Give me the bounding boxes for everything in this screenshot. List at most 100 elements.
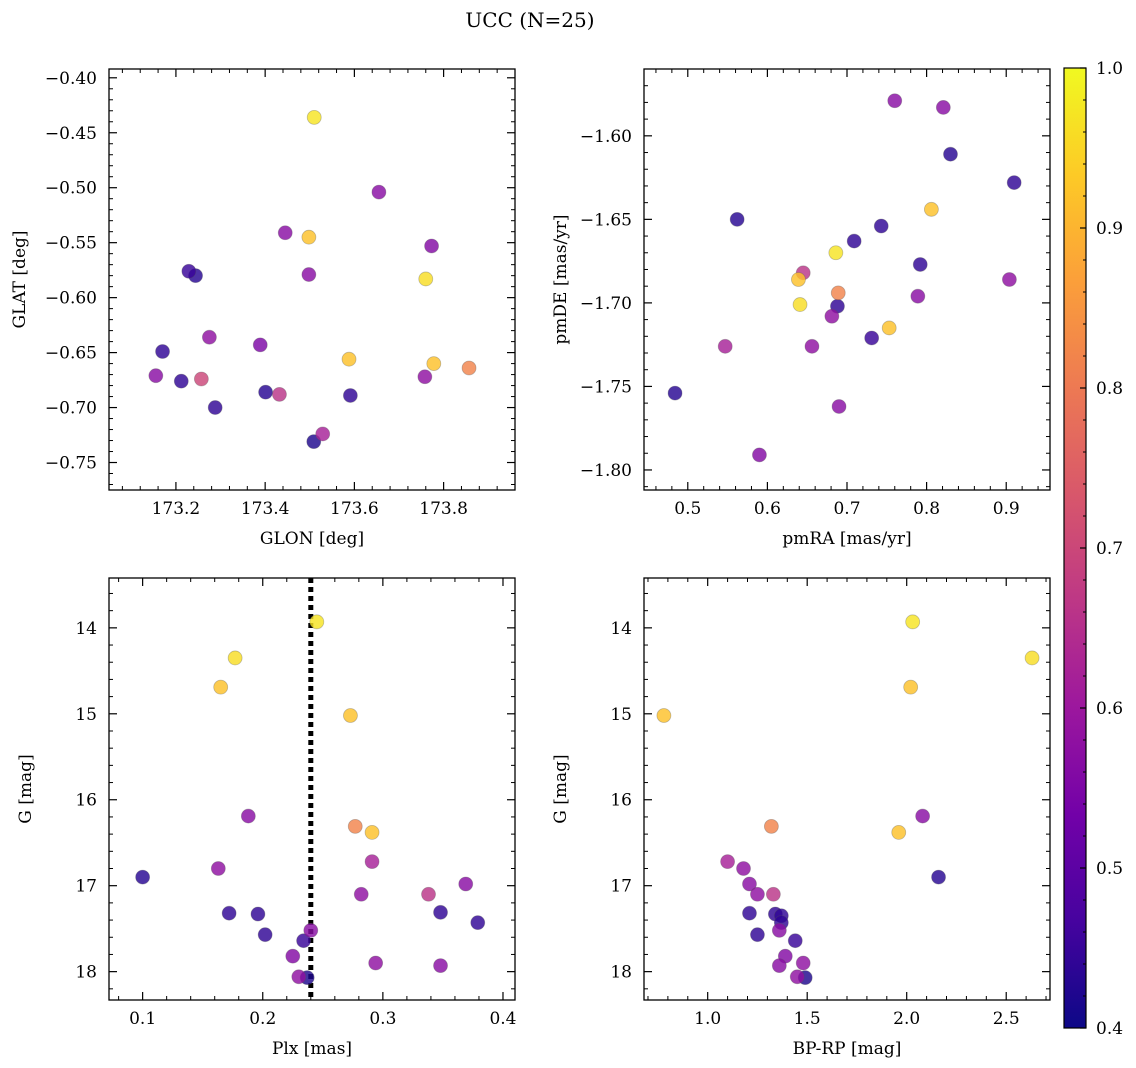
data-point: [461, 360, 477, 376]
data-point: [148, 368, 164, 384]
x-axis-label: pmRA [mas/yr]: [782, 529, 911, 549]
data-point: [353, 886, 369, 902]
data-point: [306, 109, 322, 125]
panel-glon-glat: 173.2 173.4 173.6 173.8 −0.40 −0.45 −0.50 −0.55…: [10, 68, 516, 549]
data-point: [717, 338, 733, 354]
data-point: [881, 320, 897, 336]
data-point: [887, 93, 903, 109]
y-tick-label: 18: [610, 963, 632, 983]
data-point: [291, 969, 307, 985]
data-point: [433, 904, 448, 920]
data-point: [301, 267, 317, 282]
y-tick-label: 14: [75, 619, 97, 639]
y-tick-label: −0.40: [45, 69, 97, 89]
x-tick-label: 0.2: [249, 1009, 276, 1029]
x-tick-label: 0.6: [754, 499, 781, 519]
x-axis-label: GLON [deg]: [260, 529, 364, 549]
data-point: [364, 825, 380, 840]
data-point: [258, 384, 274, 400]
y-tick-label: −0.45: [45, 124, 97, 144]
data-point: [421, 886, 436, 902]
data-point: [873, 218, 889, 234]
data-point: [257, 927, 273, 943]
data-point: [343, 708, 358, 723]
data-point: [824, 308, 840, 324]
y-tick-label: −0.60: [45, 289, 97, 309]
data-point: [752, 447, 767, 463]
data-point: [1006, 175, 1022, 191]
data-point: [417, 369, 433, 385]
y-tick-label: −1.80: [580, 461, 632, 481]
data-point: [368, 955, 384, 971]
data-point: [1024, 650, 1040, 666]
x-tick-label: 1.5: [794, 1009, 821, 1029]
data-point: [792, 297, 808, 312]
x-axis-label: Plx [mas]: [272, 1039, 352, 1059]
y-tick-label: −1.70: [580, 294, 632, 314]
axes-frame: [108, 68, 516, 491]
data-point: [915, 808, 931, 824]
y-tick-label: −1.60: [580, 127, 632, 147]
data-point: [155, 344, 170, 359]
data-point: [729, 211, 745, 227]
data-point: [227, 650, 243, 666]
x-tick-label: 173.6: [330, 499, 379, 519]
data-point: [426, 356, 442, 371]
x-tick-label: 2.0: [893, 1009, 920, 1029]
data-point: [285, 948, 301, 964]
x-tick-label: 0.1: [129, 1009, 156, 1029]
data-point: [789, 969, 805, 985]
data-point: [923, 201, 939, 217]
data-point: [272, 386, 287, 402]
y-tick-label: 15: [610, 705, 632, 725]
data-point: [424, 238, 439, 254]
y-axis-label: G [mag]: [551, 754, 571, 823]
y-tick-label: 16: [75, 791, 97, 811]
axes-frame: [108, 577, 516, 1001]
data-point: [418, 271, 434, 287]
axes-frame: [643, 68, 1051, 491]
data-point: [296, 933, 311, 949]
x-tick-label: 173.4: [241, 499, 290, 519]
data-point: [763, 818, 779, 834]
data-point: [201, 329, 217, 345]
data-point: [804, 338, 820, 354]
y-tick-label: 16: [610, 791, 632, 811]
colorbar-tick-label: 0.4: [1096, 1019, 1123, 1039]
data-point: [667, 385, 683, 401]
data-point: [943, 146, 958, 162]
data-point: [831, 399, 847, 414]
x-tick-label: 0.9: [993, 499, 1020, 519]
data-point: [891, 825, 907, 840]
data-point: [371, 184, 387, 200]
data-point: [221, 905, 237, 921]
data-point: [433, 958, 448, 974]
y-tick-label: 15: [75, 705, 97, 725]
axes-frame: [643, 577, 1051, 1001]
data-point: [309, 614, 325, 630]
data-point: [277, 225, 293, 241]
data-point: [736, 861, 751, 876]
y-axis-label: G [mag]: [16, 754, 36, 823]
y-tick-label: −0.65: [45, 344, 97, 364]
data-point: [787, 933, 803, 949]
data-point: [795, 955, 811, 971]
colorbar: 0.4 0.5 0.6 0.7 0.8 0.9 1.0: [1063, 59, 1123, 1039]
colorbar-tick-label: 1.0: [1096, 59, 1123, 79]
x-tick-label: 173.8: [419, 499, 468, 519]
data-point: [213, 679, 229, 695]
data-point: [828, 245, 844, 261]
data-point: [931, 869, 946, 885]
data-point: [742, 876, 757, 892]
data-point: [750, 927, 765, 943]
data-point: [458, 876, 474, 892]
y-tick-label: 17: [75, 877, 97, 897]
data-point: [910, 288, 926, 304]
data-point: [193, 371, 209, 387]
y-tick-label: −0.70: [45, 399, 97, 419]
data-point: [656, 708, 672, 723]
data-point: [303, 922, 319, 938]
y-tick-label: 18: [75, 963, 97, 983]
data-point: [846, 233, 862, 249]
